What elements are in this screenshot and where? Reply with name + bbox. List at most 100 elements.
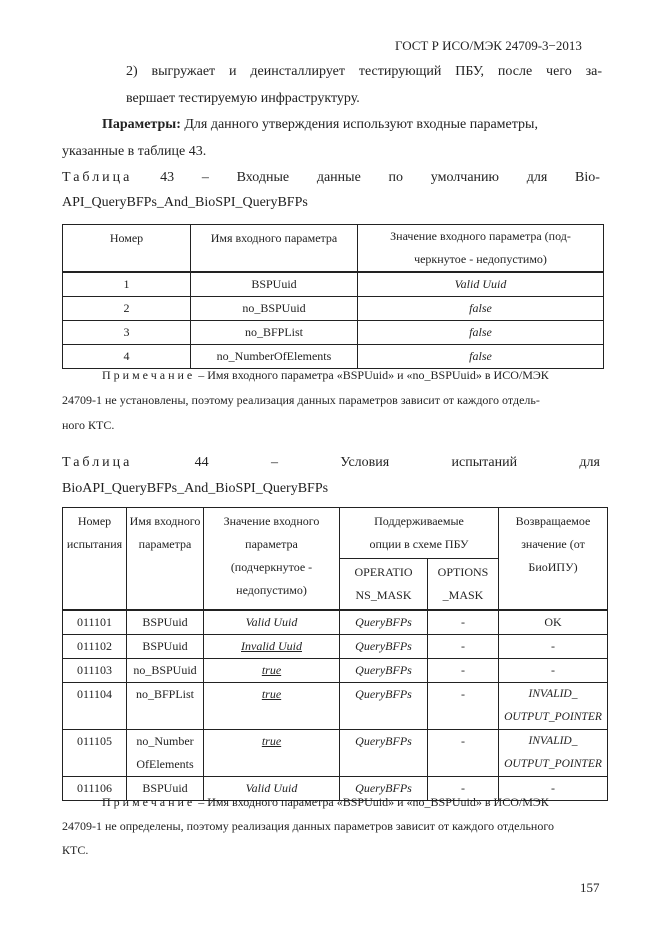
cell-text: - xyxy=(461,687,465,701)
caption-word: для xyxy=(579,455,600,470)
running-header: ГОСТ Р ИСО/МЭК 24709-3−2013 xyxy=(395,38,582,53)
caption-word: Таблица xyxy=(62,170,133,185)
note-line: КТС. xyxy=(62,843,89,857)
cell-text: QueryBFPs xyxy=(355,687,412,701)
table-cell: true xyxy=(203,658,340,683)
table-cell: BSPUuid xyxy=(126,609,204,635)
table-row: 011101 BSPUuid Valid Uuid QueryBFPs - OK xyxy=(62,609,608,635)
cell-text: BSPUuid xyxy=(142,639,188,653)
header-cell: Возвращаемое значение (от БиоИПУ) xyxy=(498,507,608,611)
table44-caption: Таблица 44 – Условия испытаний для xyxy=(62,455,600,471)
cell-text: - xyxy=(461,781,465,795)
table-cell: QueryBFPs xyxy=(339,634,428,659)
table-row: 011104 no_BFPList true QueryBFPs - INVALID_ O… xyxy=(62,682,608,730)
note-text: – Имя входного параметра «BSPUuid» и «no… xyxy=(195,795,549,809)
table-cell: QueryBFPs xyxy=(339,609,428,635)
cell-text: - xyxy=(461,639,465,653)
table-cell: INVALID_ OUTPUT_POINTER xyxy=(498,682,608,730)
table43-caption: Таблица 43 – Входные данные по умолчанию для Bio… xyxy=(62,170,600,186)
table44-caption-line2: BioAPI_QueryBFPs_And_BioSPI_QueryBFPs xyxy=(62,481,329,496)
subheader-cell: OPERATIO NS_MASK xyxy=(339,558,428,611)
table-cell: no_Number OfElements xyxy=(126,729,204,777)
cell-text: 011106 xyxy=(76,781,113,795)
cell-text: 011103 xyxy=(76,663,113,677)
table-43: Номер Имя входного параметра Значение вх… xyxy=(62,224,604,369)
caption-word: для xyxy=(526,170,548,185)
note-line: ного КТС. xyxy=(62,418,115,432)
header-cell: Номер xyxy=(62,224,191,273)
table-row: 011103 no_BSPUuid true QueryBFPs - - xyxy=(62,658,608,683)
table-cell: - xyxy=(427,658,499,683)
cell-text: QueryBFPs xyxy=(355,639,412,653)
paragraph-line: указанные в таблице 43. xyxy=(62,144,207,159)
table-cell: 3 xyxy=(62,320,191,345)
table-row: 1 BSPUuid Valid Uuid xyxy=(62,271,604,297)
table-cell: false xyxy=(357,320,604,345)
table-cell: Valid Uuid xyxy=(357,271,604,297)
cell-text: 011104 xyxy=(76,687,113,701)
table-header-row: Номер Имя входного параметра Значение вх… xyxy=(62,224,604,273)
caption-word: 44 xyxy=(194,455,209,470)
table-cell: 011105 xyxy=(62,729,127,777)
note-label: Примечание xyxy=(102,368,196,382)
table-cell: 011102 xyxy=(62,634,127,659)
table-row: 011102 BSPUuid Invalid Uuid QueryBFPs - - xyxy=(62,634,608,659)
table-cell: false xyxy=(357,344,604,369)
table-cell: 011106 xyxy=(62,776,127,801)
table-cell: true xyxy=(203,682,340,730)
cell-text: Invalid Uuid xyxy=(241,639,302,653)
cell-text: BSPUuid xyxy=(142,781,188,795)
table-cell: 011104 xyxy=(62,682,127,730)
table-cell: QueryBFPs xyxy=(339,682,428,730)
cell-text: - xyxy=(551,639,555,653)
table-cell: true xyxy=(203,729,340,777)
cell-text: - xyxy=(461,663,465,677)
table-cell: no_BFPList xyxy=(126,682,204,730)
note-line: 24709-1 не установлены, поэтому реализац… xyxy=(62,393,540,407)
table-cell: BSPUuid xyxy=(126,634,204,659)
cell-text: BSPUuid xyxy=(142,615,188,629)
table-cell: false xyxy=(357,296,604,321)
page-number: 157 xyxy=(580,880,600,895)
header-cell: Имя входного параметра xyxy=(126,507,204,611)
caption-word: данные xyxy=(316,170,361,185)
cell-text: true xyxy=(261,687,282,701)
table-cell: Invalid Uuid xyxy=(203,634,340,659)
table-cell: - xyxy=(427,776,499,801)
table-cell: - xyxy=(498,634,608,659)
header-cell: Значение входного параметра (подчеркнуто… xyxy=(203,507,340,611)
cell-text: INVALID_ OUTPUT_POINTER xyxy=(504,735,602,770)
header-cell: Поддерживаемые опции в схеме ПБУ xyxy=(339,507,499,559)
params-paragraph: Параметры: Для данного утверждения испол… xyxy=(102,117,538,133)
table-cell: 2 xyxy=(62,296,191,321)
paragraph-line: 2) выгружает и деинсталлирует тестирующи… xyxy=(126,64,602,79)
table-row: 011105 no_Number OfElements true QueryBFPs -… xyxy=(62,729,608,777)
caption-word: – xyxy=(201,170,209,185)
table-cell: QueryBFPs xyxy=(339,658,428,683)
cell-text: - xyxy=(461,615,465,629)
caption-word: Bio- xyxy=(575,170,600,185)
header-cell: Имя входного параметра xyxy=(190,224,358,273)
table-cell: - xyxy=(427,682,499,730)
note-line: 24709-1 не определены, поэтому реализаци… xyxy=(62,819,554,833)
table-44: Номер испытания Имя входного параметра З… xyxy=(62,507,608,801)
cell-text: Valid Uuid xyxy=(245,781,298,795)
params-text: Для данного утверждения используют входн… xyxy=(184,117,538,132)
note-text: – Имя входного параметра «BSPUuid» и «no… xyxy=(195,368,549,382)
note-label: Примечание xyxy=(102,795,196,809)
table-cell: - xyxy=(498,776,608,801)
cell-text: 011102 xyxy=(76,639,113,653)
subheader-cell: OPTIONS _MASK xyxy=(427,558,499,611)
table-cell: - xyxy=(427,729,499,777)
table-cell: no_BFPList xyxy=(190,320,358,345)
cell-text: - xyxy=(551,663,555,677)
table-cell: 011103 xyxy=(62,658,127,683)
table-cell: no_NumberOfElements xyxy=(190,344,358,369)
caption-word: умолчанию xyxy=(430,170,499,185)
table-row: 3 no_BFPList false xyxy=(62,320,604,345)
cell-text: no_BFPList xyxy=(135,687,195,701)
cell-text: INVALID_ OUTPUT_POINTER xyxy=(504,688,602,723)
cell-text: true xyxy=(261,734,282,748)
cell-text: true xyxy=(261,663,282,677)
